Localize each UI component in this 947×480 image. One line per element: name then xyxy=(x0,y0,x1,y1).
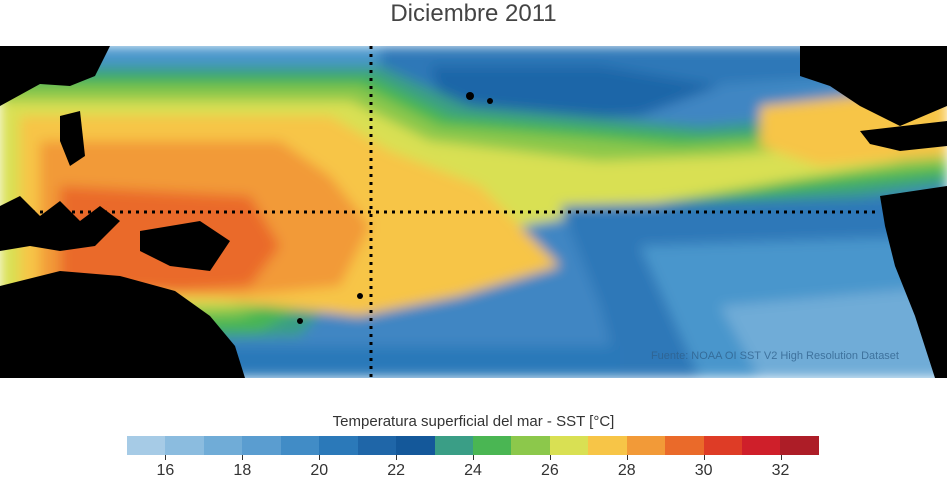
land-masses xyxy=(0,46,947,378)
colorbar-segment xyxy=(165,436,204,455)
colorbar-segment xyxy=(511,436,550,455)
map-title: Diciembre 2011 xyxy=(390,0,557,27)
colorbar-segment xyxy=(626,436,666,455)
colorbar-ticks: 16 18 20 22 24 26 28 30 32 xyxy=(127,455,819,480)
colorbar-tick-label: 26 xyxy=(540,462,559,479)
colorbar-segment xyxy=(780,436,819,455)
sst-map xyxy=(0,46,947,378)
colorbar-tick xyxy=(396,455,398,460)
colorbar-segment xyxy=(127,436,166,455)
colorbar-segment xyxy=(742,436,781,455)
colorbar-tick xyxy=(319,455,321,460)
colorbar-segment xyxy=(434,436,473,455)
colorbar xyxy=(127,436,819,455)
colorbar-segment xyxy=(242,436,281,455)
colorbar-segment xyxy=(588,436,627,455)
colorbar-tick xyxy=(780,455,782,460)
colorbar-tick-label: 30 xyxy=(694,462,713,479)
colorbar-segment xyxy=(319,436,358,455)
colorbar-segment xyxy=(280,436,320,455)
colorbar-tick-label: 18 xyxy=(233,462,252,479)
colorbar-segment xyxy=(203,436,243,455)
colorbar-tick-label: 32 xyxy=(771,462,790,479)
colorbar-segment xyxy=(396,436,435,455)
colorbar-tick-label: 24 xyxy=(464,462,482,479)
source-caption: Fuente: NOAA OI SST V2 High Resolution D… xyxy=(650,350,899,362)
colorbar-tick-label: 22 xyxy=(387,462,405,479)
colorbar-segment xyxy=(703,436,742,455)
colorbar-segment xyxy=(357,436,397,455)
sst-map-canvas xyxy=(0,46,947,378)
colorbar-tick-label: 16 xyxy=(156,462,175,479)
colorbar-tick xyxy=(473,455,474,460)
colorbar-tick xyxy=(165,455,167,460)
colorbar-tick-label: 20 xyxy=(310,462,329,479)
colorbar-segment xyxy=(665,436,704,455)
colorbar-tick xyxy=(549,455,551,460)
colorbar-tick xyxy=(242,455,244,460)
colorbar-tick xyxy=(626,455,628,460)
colorbar-tick-label: 28 xyxy=(617,462,636,479)
sst-field xyxy=(0,46,947,378)
colorbar-segment xyxy=(549,436,589,455)
colorbar-title: Temperatura superficial del mar - SST [°… xyxy=(332,413,615,430)
colorbar-tick xyxy=(703,455,705,460)
colorbar-segment xyxy=(472,436,512,455)
